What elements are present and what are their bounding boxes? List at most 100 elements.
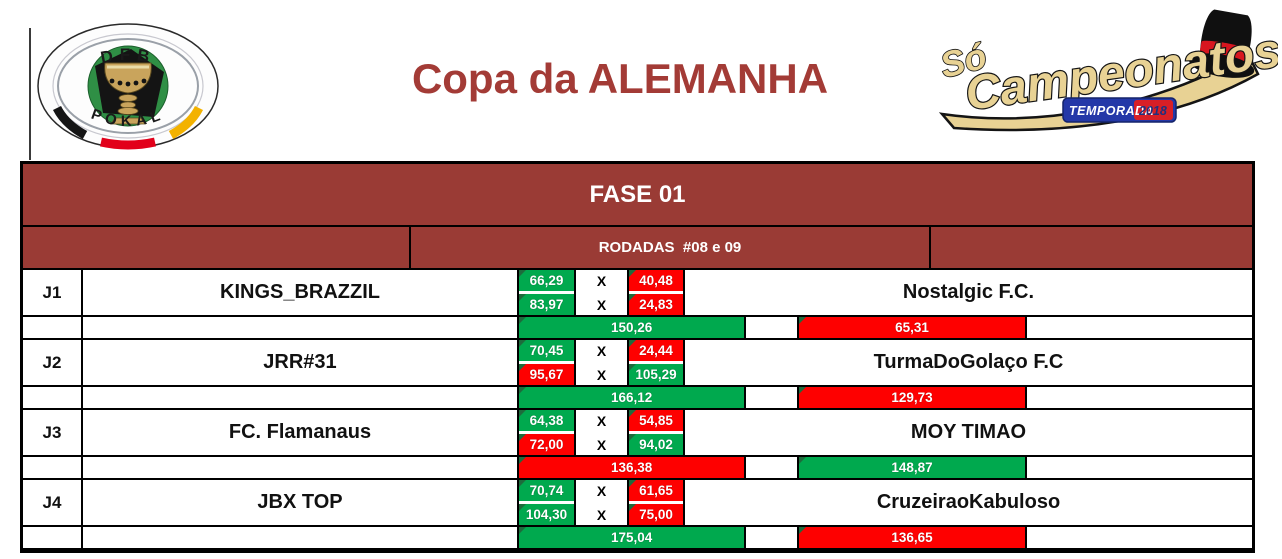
home-team-name: FC. Flamanaus [83, 410, 519, 457]
home-leg-scores: 66,29 83,97 [519, 270, 576, 317]
flag-black-arc [52, 105, 88, 139]
flag-gold-arc [168, 105, 204, 139]
total-row: 136,38 148,87 [23, 457, 1252, 480]
match-id: J3 [23, 410, 83, 457]
away-team-name: Nostalgic F.C. [685, 270, 1252, 317]
results-table: FASE 01 RODADAS #08 e 09 J1 KINGS_BRAZZI… [20, 161, 1255, 553]
empty-cell [746, 527, 800, 550]
match-id: J2 [23, 340, 83, 387]
home-total-score: 136,38 [519, 457, 747, 480]
score-cell: 70,45 [519, 340, 574, 361]
away-leg-scores: 61,65 75,00 [629, 480, 685, 527]
total-row: 166,12 129,73 [23, 387, 1252, 410]
so-campeonatos-logo: Só Campeonatos TEMPORADA 2018 [935, 9, 1278, 132]
versus-mark: X [596, 482, 607, 499]
score-cell: 24,83 [629, 294, 683, 315]
rounds-header-row: RODADAS #08 e 09 [23, 227, 1252, 270]
score-cell: 105,29 [629, 364, 683, 385]
away-team-name: MOY TIMAO [685, 410, 1252, 457]
score-cell: 94,02 [629, 434, 683, 455]
temporada-text: TEMPORADA [1069, 104, 1154, 118]
score-cell: 66,29 [519, 270, 574, 291]
phase-title: FASE 01 [23, 164, 1252, 227]
versus-mark: X [596, 272, 607, 289]
away-total-score: 136,65 [799, 527, 1027, 550]
empty-cell [23, 527, 83, 550]
rounds-title: RODADAS #08 e 09 [411, 227, 931, 270]
empty-cell [1026, 317, 1252, 340]
versus-mark: X [596, 506, 607, 523]
trophy-icon [104, 62, 152, 125]
flag-red-arc [100, 137, 156, 150]
empty-cell [746, 387, 800, 410]
versus-mark: X [596, 366, 607, 383]
away-team-name: TurmaDoGolaço F.C [685, 340, 1252, 387]
empty-cell [1026, 387, 1252, 410]
score-cell: 83,97 [519, 294, 574, 315]
score-cell: 72,00 [519, 434, 574, 455]
score-cell: 95,67 [519, 364, 574, 385]
match-id: J1 [23, 270, 83, 317]
match-row: J3 FC. Flamanaus 64,38 72,00 X X 54,85 9… [23, 410, 1252, 457]
empty-cell [1026, 527, 1252, 550]
empty-cell [746, 457, 800, 480]
empty-cell [23, 457, 83, 480]
sheet-edge-line [29, 28, 31, 160]
svg-text:DFB: DFB [99, 45, 157, 67]
versus-column: X X [576, 480, 629, 527]
versus-mark: X [596, 342, 607, 359]
versus-mark: X [596, 296, 607, 313]
dfb-pokal-logo: DFB POKAL [37, 23, 219, 150]
versus-column: X X [576, 270, 629, 317]
versus-column: X X [576, 340, 629, 387]
away-total-score: 148,87 [799, 457, 1027, 480]
empty-cell [1026, 457, 1252, 480]
match-row: J4 JBX TOP 70,74 104,30 X X 61,65 75,00 … [23, 480, 1252, 527]
home-leg-scores: 70,45 95,67 [519, 340, 576, 387]
rounds-spacer-left [23, 227, 411, 270]
empty-cell [23, 387, 83, 410]
home-total-score: 150,26 [519, 317, 747, 340]
score-cell: 61,65 [629, 480, 683, 501]
score-cell: 54,85 [629, 410, 683, 431]
match-row: J1 KINGS_BRAZZIL 66,29 83,97 X X 40,48 2… [23, 270, 1252, 317]
dfb-text: DFB [99, 45, 151, 67]
page-title: Copa da ALEMANHA [411, 55, 829, 102]
score-cell: 75,00 [629, 504, 683, 525]
empty-cell [83, 527, 519, 550]
match-row: J2 JRR#31 70,45 95,67 X X 24,44 105,29 T… [23, 340, 1252, 387]
home-team-name: JRR#31 [83, 340, 519, 387]
phase-header-row: FASE 01 [23, 164, 1252, 227]
score-cell: 70,74 [519, 480, 574, 501]
empty-cell [83, 387, 519, 410]
match-id: J4 [23, 480, 83, 527]
score-cell: 40,48 [629, 270, 683, 291]
score-cell: 104,30 [519, 504, 574, 525]
home-leg-scores: 70,74 104,30 [519, 480, 576, 527]
score-cell: 24,44 [629, 340, 683, 361]
away-leg-scores: 54,85 94,02 [629, 410, 685, 457]
versus-mark: X [596, 412, 607, 429]
away-leg-scores: 40,48 24,83 [629, 270, 685, 317]
home-total-score: 175,04 [519, 527, 747, 550]
year-text: 2018 [1138, 104, 1167, 118]
versus-column: X X [576, 410, 629, 457]
empty-cell [23, 317, 83, 340]
home-team-name: KINGS_BRAZZIL [83, 270, 519, 317]
score-cell: 64,38 [519, 410, 574, 431]
empty-cell [83, 457, 519, 480]
rounds-spacer-right [931, 227, 1252, 270]
total-row: 150,26 65,31 [23, 317, 1252, 340]
away-leg-scores: 24,44 105,29 [629, 340, 685, 387]
empty-cell [746, 317, 800, 340]
away-total-score: 65,31 [799, 317, 1027, 340]
total-row: 175,04 136,65 [23, 527, 1252, 550]
home-leg-scores: 64,38 72,00 [519, 410, 576, 457]
home-total-score: 166,12 [519, 387, 747, 410]
temporada-badge: TEMPORADA 2018 [1062, 97, 1177, 123]
away-total-score: 129,73 [799, 387, 1027, 410]
away-team-name: CruzeiraoKabuloso [685, 480, 1252, 527]
versus-mark: X [596, 436, 607, 453]
home-team-name: JBX TOP [83, 480, 519, 527]
